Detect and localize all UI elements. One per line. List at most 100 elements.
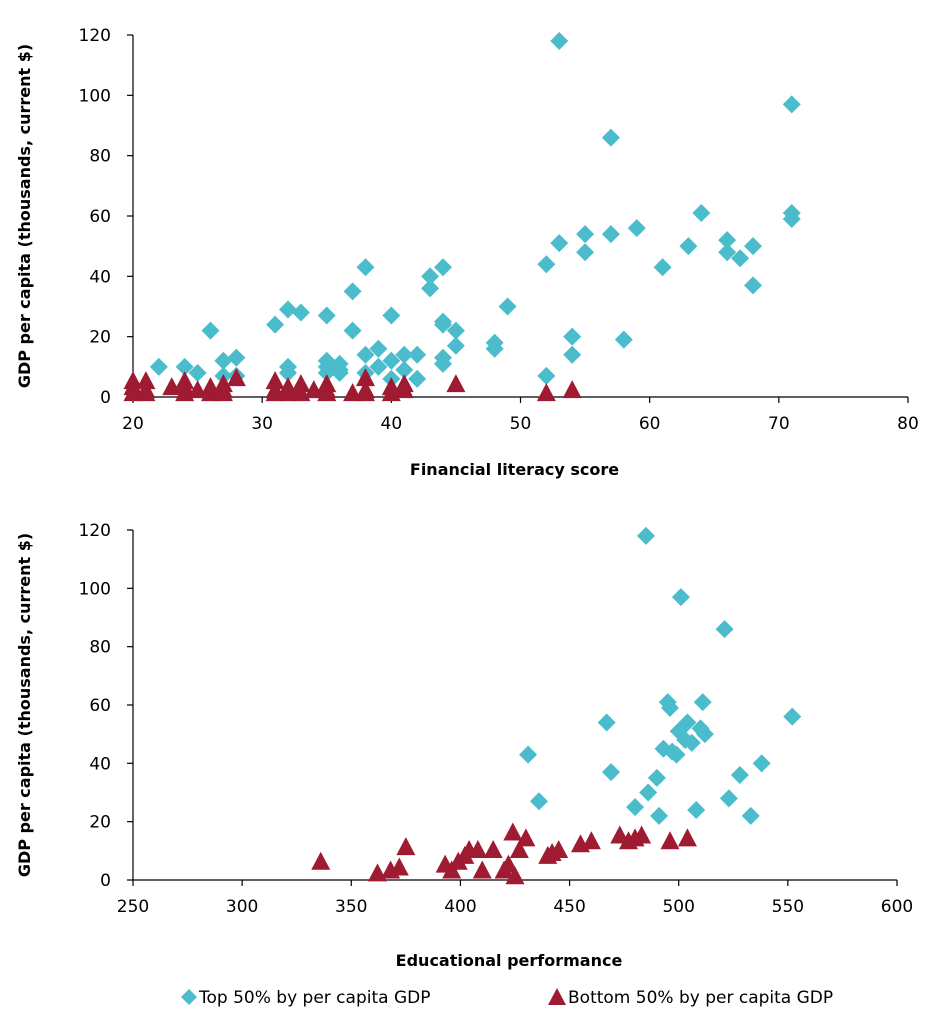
diamond-point <box>718 231 737 250</box>
y-tick-label: 40 <box>89 754 111 774</box>
diamond-point <box>421 279 440 298</box>
diamond-point <box>537 366 556 385</box>
diamond-point <box>408 345 427 364</box>
diamond-point <box>653 258 672 277</box>
diamond-point <box>356 345 375 364</box>
diamond-point <box>356 258 375 277</box>
triangle-point <box>278 383 298 402</box>
diamond-point <box>693 693 712 712</box>
series-top-50 <box>519 526 802 825</box>
y-tick-label: 80 <box>89 147 111 167</box>
triangle-point <box>498 854 518 873</box>
triangle-point <box>677 828 697 847</box>
diamond-point <box>434 354 452 373</box>
diamond-point <box>446 321 465 340</box>
diamond-point <box>434 315 452 334</box>
diamond-point <box>783 707 802 726</box>
y-tick-label: 100 <box>79 86 111 106</box>
diamond-point <box>782 210 801 229</box>
triangle-point <box>304 380 324 399</box>
y-axis-title: GDP per capita (thousands, current $) <box>15 44 34 388</box>
triangle-point <box>175 377 195 396</box>
diamond-point <box>550 234 569 253</box>
y-tick-label: 60 <box>89 207 111 227</box>
y-tick-label: 120 <box>79 26 111 46</box>
triangle-point <box>549 840 569 859</box>
diamond-point <box>719 789 738 808</box>
diamond-point <box>408 369 427 388</box>
diamond-point <box>614 330 633 349</box>
triangle-point <box>505 866 525 885</box>
diamond-point <box>369 357 388 376</box>
triangle-point <box>581 831 601 850</box>
series-bottom-50 <box>311 822 697 885</box>
triangle-point <box>516 828 536 847</box>
x-tick-label: 250 <box>117 897 149 917</box>
diamond-point <box>576 225 595 244</box>
triangle-point <box>123 383 143 402</box>
diamond-point <box>752 754 771 773</box>
diamond-point <box>671 588 690 607</box>
diamond-point <box>782 95 801 114</box>
diamond-point <box>434 258 452 277</box>
triangle-point <box>356 368 375 387</box>
diamond-point <box>149 357 168 376</box>
diamond-point <box>343 282 362 301</box>
triangle-point <box>226 368 246 387</box>
diamond-point <box>498 297 517 316</box>
series-top-50 <box>149 32 801 388</box>
diamond-point <box>537 255 556 274</box>
y-tick-label: 40 <box>89 267 111 287</box>
triangle-point <box>356 383 375 402</box>
diamond-point <box>744 237 762 256</box>
y-axis-title: GDP per capita (thousands, current $) <box>15 533 34 877</box>
y-tick-label: 120 <box>79 521 111 541</box>
y-tick-label: 0 <box>100 388 111 408</box>
triangle-point <box>213 383 233 402</box>
diamond-point <box>563 327 582 346</box>
diamond-point <box>317 363 336 382</box>
legend-top-marker-icon <box>181 989 197 1005</box>
diamond-point <box>744 276 762 295</box>
diamond-point <box>369 339 388 358</box>
diamond-point <box>291 303 310 322</box>
triangle-point <box>389 857 409 876</box>
x-tick-label: 500 <box>662 897 694 917</box>
x-tick-label: 70 <box>768 414 790 434</box>
triangle-point <box>162 377 182 396</box>
diamond-point <box>201 321 220 340</box>
triangle-point <box>317 380 337 399</box>
x-tick-label: 400 <box>444 897 476 917</box>
diamond-point <box>660 698 679 717</box>
x-tick-label: 50 <box>510 414 532 434</box>
legend-bottom-marker-icon <box>548 988 566 1005</box>
diamond-point <box>175 357 194 376</box>
diamond-point <box>731 249 750 268</box>
diamond-point <box>446 336 465 355</box>
triangle-point <box>503 822 523 841</box>
x-tick-label: 300 <box>226 897 258 917</box>
triangle-point <box>536 383 556 402</box>
x-tick-label: 30 <box>251 414 273 434</box>
diamond-point <box>687 801 706 819</box>
legend: Top 50% by per capita GDP Bottom 50% by … <box>181 988 833 1008</box>
triangle-point <box>396 837 416 856</box>
y-tick-label: 60 <box>89 696 111 716</box>
diamond-point <box>667 745 686 764</box>
chart-financial-literacy: 0 20 40 60 80 100 120 20 30 40 50 60 70 80 Financial l… <box>15 26 919 479</box>
diamond-point <box>730 766 749 784</box>
diamond-point <box>214 351 233 370</box>
x-tick-label: 600 <box>881 897 913 917</box>
diamond-point <box>636 526 655 545</box>
diamond-point <box>682 733 701 752</box>
diamond-point <box>715 620 734 639</box>
diamond-point <box>576 243 595 262</box>
diamond-point <box>382 351 401 370</box>
diamond-point <box>382 306 401 325</box>
triangle-point <box>632 825 652 844</box>
triangle-point <box>562 380 582 399</box>
triangle-point <box>660 831 680 850</box>
diamond-point <box>519 745 538 764</box>
triangle-point <box>446 374 466 393</box>
